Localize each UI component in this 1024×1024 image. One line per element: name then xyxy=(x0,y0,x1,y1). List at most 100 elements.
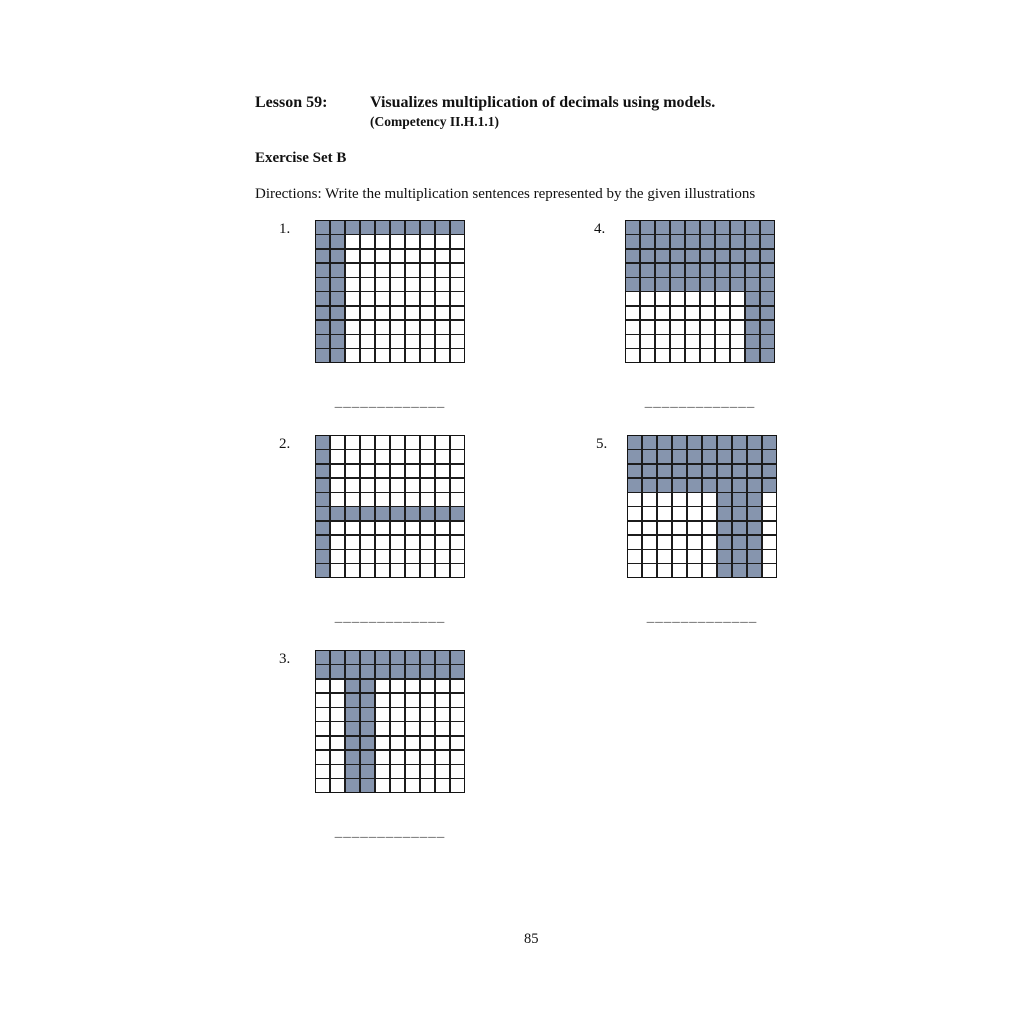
unshaded-cell xyxy=(375,693,390,707)
unshaded-cell xyxy=(450,306,464,320)
shaded-cell xyxy=(747,478,762,492)
unshaded-cell xyxy=(626,306,640,320)
unshaded-cell xyxy=(390,464,405,478)
unshaded-cell xyxy=(390,493,405,506)
unshaded-cell xyxy=(702,521,717,535)
problem-5-grid-column: _____________ xyxy=(627,435,777,626)
problem-2: 2. _____________ xyxy=(279,435,465,626)
unshaded-cell xyxy=(360,278,375,291)
unshaded-cell xyxy=(420,292,435,305)
unshaded-cell xyxy=(685,349,700,362)
unshaded-cell xyxy=(450,450,464,463)
problem-4-number: 4. xyxy=(594,221,606,237)
shaded-cell xyxy=(375,665,390,678)
unshaded-cell xyxy=(435,722,450,735)
unshaded-cell xyxy=(435,306,450,320)
shaded-cell xyxy=(762,464,776,478)
shaded-cell xyxy=(626,263,640,277)
shaded-cell xyxy=(717,535,732,549)
unshaded-cell xyxy=(435,736,450,750)
shaded-cell xyxy=(345,651,360,664)
problem-4: 4. _____________ xyxy=(594,220,775,411)
unshaded-cell xyxy=(640,292,655,305)
unshaded-cell xyxy=(628,550,642,563)
unshaded-cell xyxy=(670,320,685,334)
shaded-cell xyxy=(316,221,330,234)
shaded-cell xyxy=(450,507,464,520)
shaded-cell xyxy=(747,550,762,563)
unshaded-cell xyxy=(360,521,375,535)
shaded-cell xyxy=(420,221,435,234)
shaded-cell xyxy=(626,235,640,248)
shaded-cell xyxy=(360,651,375,664)
shaded-cell xyxy=(732,436,747,449)
unshaded-cell xyxy=(330,736,345,750)
shaded-cell xyxy=(316,550,330,563)
unshaded-cell xyxy=(435,450,450,463)
unshaded-cell xyxy=(640,306,655,320)
unshaded-cell xyxy=(626,292,640,305)
unshaded-cell xyxy=(360,335,375,348)
unshaded-cell xyxy=(345,320,360,334)
unshaded-cell xyxy=(435,478,450,492)
shaded-cell xyxy=(715,221,730,234)
unshaded-cell xyxy=(316,708,330,721)
unshaded-cell xyxy=(450,779,464,792)
unshaded-cell xyxy=(405,750,420,764)
unshaded-cell xyxy=(360,450,375,463)
shaded-cell xyxy=(687,478,702,492)
unshaded-cell xyxy=(330,550,345,563)
unshaded-cell xyxy=(435,521,450,535)
unshaded-cell xyxy=(390,521,405,535)
shaded-cell xyxy=(760,306,774,320)
shaded-cell xyxy=(760,249,774,263)
unshaded-cell xyxy=(435,535,450,549)
unshaded-cell xyxy=(330,708,345,721)
shaded-cell xyxy=(745,292,760,305)
shaded-cell xyxy=(702,450,717,463)
unshaded-cell xyxy=(330,750,345,764)
unshaded-cell xyxy=(640,320,655,334)
unshaded-cell xyxy=(345,292,360,305)
shaded-cell xyxy=(330,278,345,291)
shaded-cell xyxy=(360,693,375,707)
unshaded-cell xyxy=(405,349,420,362)
shaded-cell xyxy=(672,450,687,463)
unshaded-cell xyxy=(390,708,405,721)
unshaded-cell xyxy=(655,306,670,320)
shaded-cell xyxy=(702,436,717,449)
unshaded-cell xyxy=(375,535,390,549)
shaded-cell xyxy=(657,436,672,449)
shaded-cell xyxy=(745,320,760,334)
shaded-cell xyxy=(657,450,672,463)
unshaded-cell xyxy=(345,493,360,506)
shaded-cell xyxy=(316,535,330,549)
unshaded-cell xyxy=(435,464,450,478)
unshaded-cell xyxy=(450,249,464,263)
shaded-cell xyxy=(316,249,330,263)
shaded-cell xyxy=(405,665,420,678)
shaded-cell xyxy=(375,507,390,520)
unshaded-cell xyxy=(450,263,464,277)
unshaded-cell xyxy=(375,292,390,305)
unshaded-cell xyxy=(390,750,405,764)
unshaded-cell xyxy=(702,493,717,506)
unshaded-cell xyxy=(420,679,435,693)
shaded-cell xyxy=(345,736,360,750)
shaded-cell xyxy=(330,292,345,305)
unshaded-cell xyxy=(700,306,715,320)
unshaded-cell xyxy=(390,235,405,248)
unshaded-cell xyxy=(390,765,405,778)
unshaded-cell xyxy=(405,320,420,334)
shaded-cell xyxy=(420,651,435,664)
unshaded-cell xyxy=(390,736,405,750)
unshaded-cell xyxy=(405,550,420,563)
shaded-cell xyxy=(405,507,420,520)
unshaded-cell xyxy=(450,320,464,334)
directions-text: Directions: Write the multiplication sen… xyxy=(255,186,756,202)
unshaded-cell xyxy=(657,564,672,577)
unshaded-cell xyxy=(685,320,700,334)
shaded-cell xyxy=(762,478,776,492)
lesson-title: Visualizes multiplication of decimals us… xyxy=(370,94,716,111)
unshaded-cell xyxy=(702,550,717,563)
